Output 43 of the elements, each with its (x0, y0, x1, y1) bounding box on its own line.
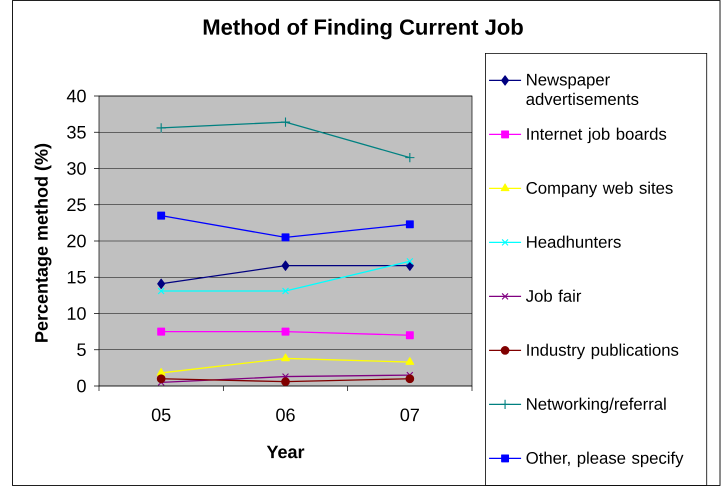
point (282, 260, 290, 271)
point (280, 116, 291, 128)
point (281, 377, 290, 386)
point (158, 288, 165, 295)
y-tick-label: 30 (67, 162, 86, 175)
y-tick-label: 40 (66, 90, 86, 102)
point (156, 374, 166, 384)
point (405, 374, 414, 384)
legend-label: Internet job boards (527, 128, 666, 144)
legend-label: Industry publications (527, 344, 678, 360)
x-tick-label: 05 (152, 408, 170, 422)
point (156, 122, 166, 134)
y-tick-label: 10 (68, 307, 86, 320)
point (406, 331, 414, 340)
point (282, 233, 290, 242)
y-axis-title: Percentage method (%) (34, 144, 52, 342)
point (157, 212, 166, 220)
legend-label: Company web sites (526, 182, 673, 198)
point (157, 328, 166, 336)
point (281, 354, 290, 362)
point (282, 328, 290, 336)
legend-label: Newspaper advertisements (526, 74, 638, 106)
x-tick-label: 06 (276, 408, 295, 422)
legend-label: Other, please specify (526, 452, 684, 468)
y-tick-label: 35 (67, 126, 86, 139)
legend-label: Networking/referral (527, 398, 666, 414)
y-tick-label: 5 (77, 343, 86, 356)
point (282, 288, 290, 295)
point (406, 258, 414, 265)
point (405, 357, 414, 365)
y-tick-label: 25 (67, 198, 86, 212)
x-tick-label: 07 (400, 408, 419, 422)
y-tick-label: 15 (68, 270, 86, 284)
legend-label: Job fair (526, 290, 582, 302)
y-tick-label: 0 (77, 380, 86, 392)
point (282, 373, 290, 380)
point (406, 220, 414, 228)
legend-label: Headhunters (527, 236, 621, 248)
x-axis-title: Year (266, 446, 304, 458)
y-tick-label: 20 (67, 234, 86, 248)
chart-title: Method of Finding Current Job (204, 18, 523, 40)
point (157, 278, 166, 289)
point (404, 152, 415, 163)
